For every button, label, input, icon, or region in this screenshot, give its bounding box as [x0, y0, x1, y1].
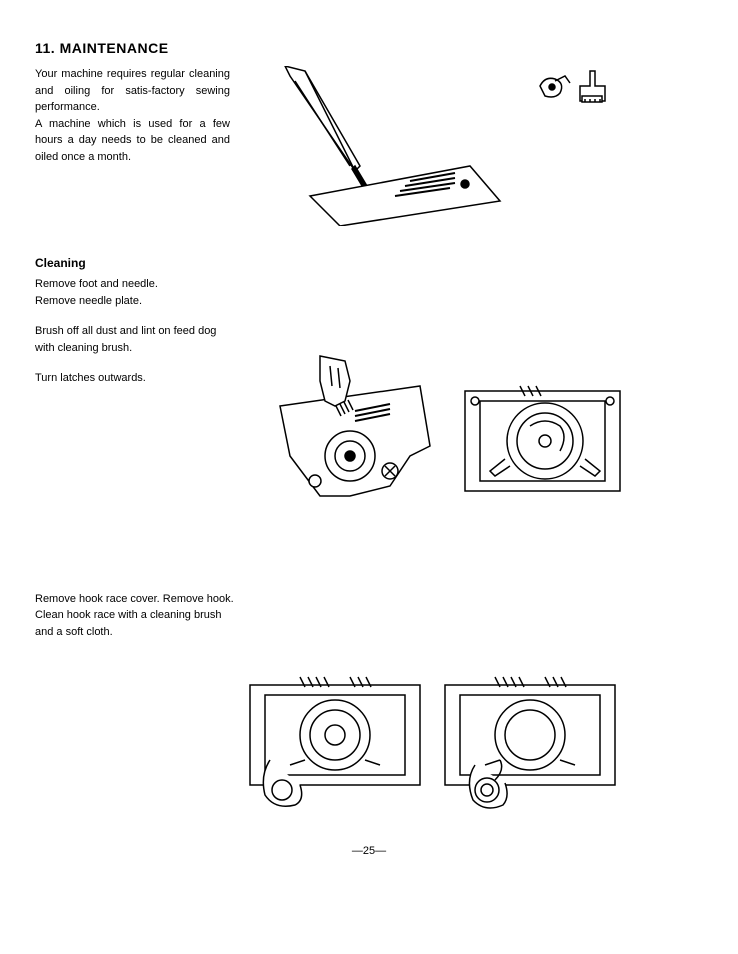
- page-content: 11. MAINTENANCE Your machine requires re…: [35, 40, 703, 857]
- hook-text: Remove hook race cover. Remove hook. Cle…: [35, 591, 235, 641]
- section-title: 11. MAINTENANCE: [35, 40, 703, 56]
- illustration-hook-race: [235, 655, 635, 815]
- illustration-feed-dog: [260, 351, 640, 511]
- cleaning-step-2: Brush off all dust and lint on feed dog …: [35, 323, 230, 356]
- page-number: —25—: [35, 845, 703, 857]
- section-title-text: MAINTENANCE: [60, 40, 169, 56]
- cleaning-title: Cleaning: [35, 256, 703, 270]
- cleaning-step-1: Remove foot and needle. Remove needle pl…: [35, 276, 230, 309]
- cleaning-steps: Remove foot and needle. Remove needle pl…: [35, 276, 230, 387]
- intro-block: Your machine requires regular cleaning a…: [35, 66, 703, 226]
- intro-paragraph-1: Your machine requires regular cleaning a…: [35, 66, 230, 116]
- hook-section: Remove hook race cover. Remove hook. Cle…: [35, 591, 703, 816]
- illustration-needle-plate: [260, 66, 640, 226]
- intro-text: Your machine requires regular cleaning a…: [35, 66, 230, 165]
- intro-paragraph-2: A machine which is used for a few hours …: [35, 116, 230, 166]
- cleaning-step-1a: Remove foot and needle.: [35, 276, 230, 293]
- cleaning-step-3: Turn latches outwards.: [35, 370, 230, 387]
- section-number: 11.: [35, 40, 55, 56]
- cleaning-step-1b: Remove needle plate.: [35, 293, 230, 310]
